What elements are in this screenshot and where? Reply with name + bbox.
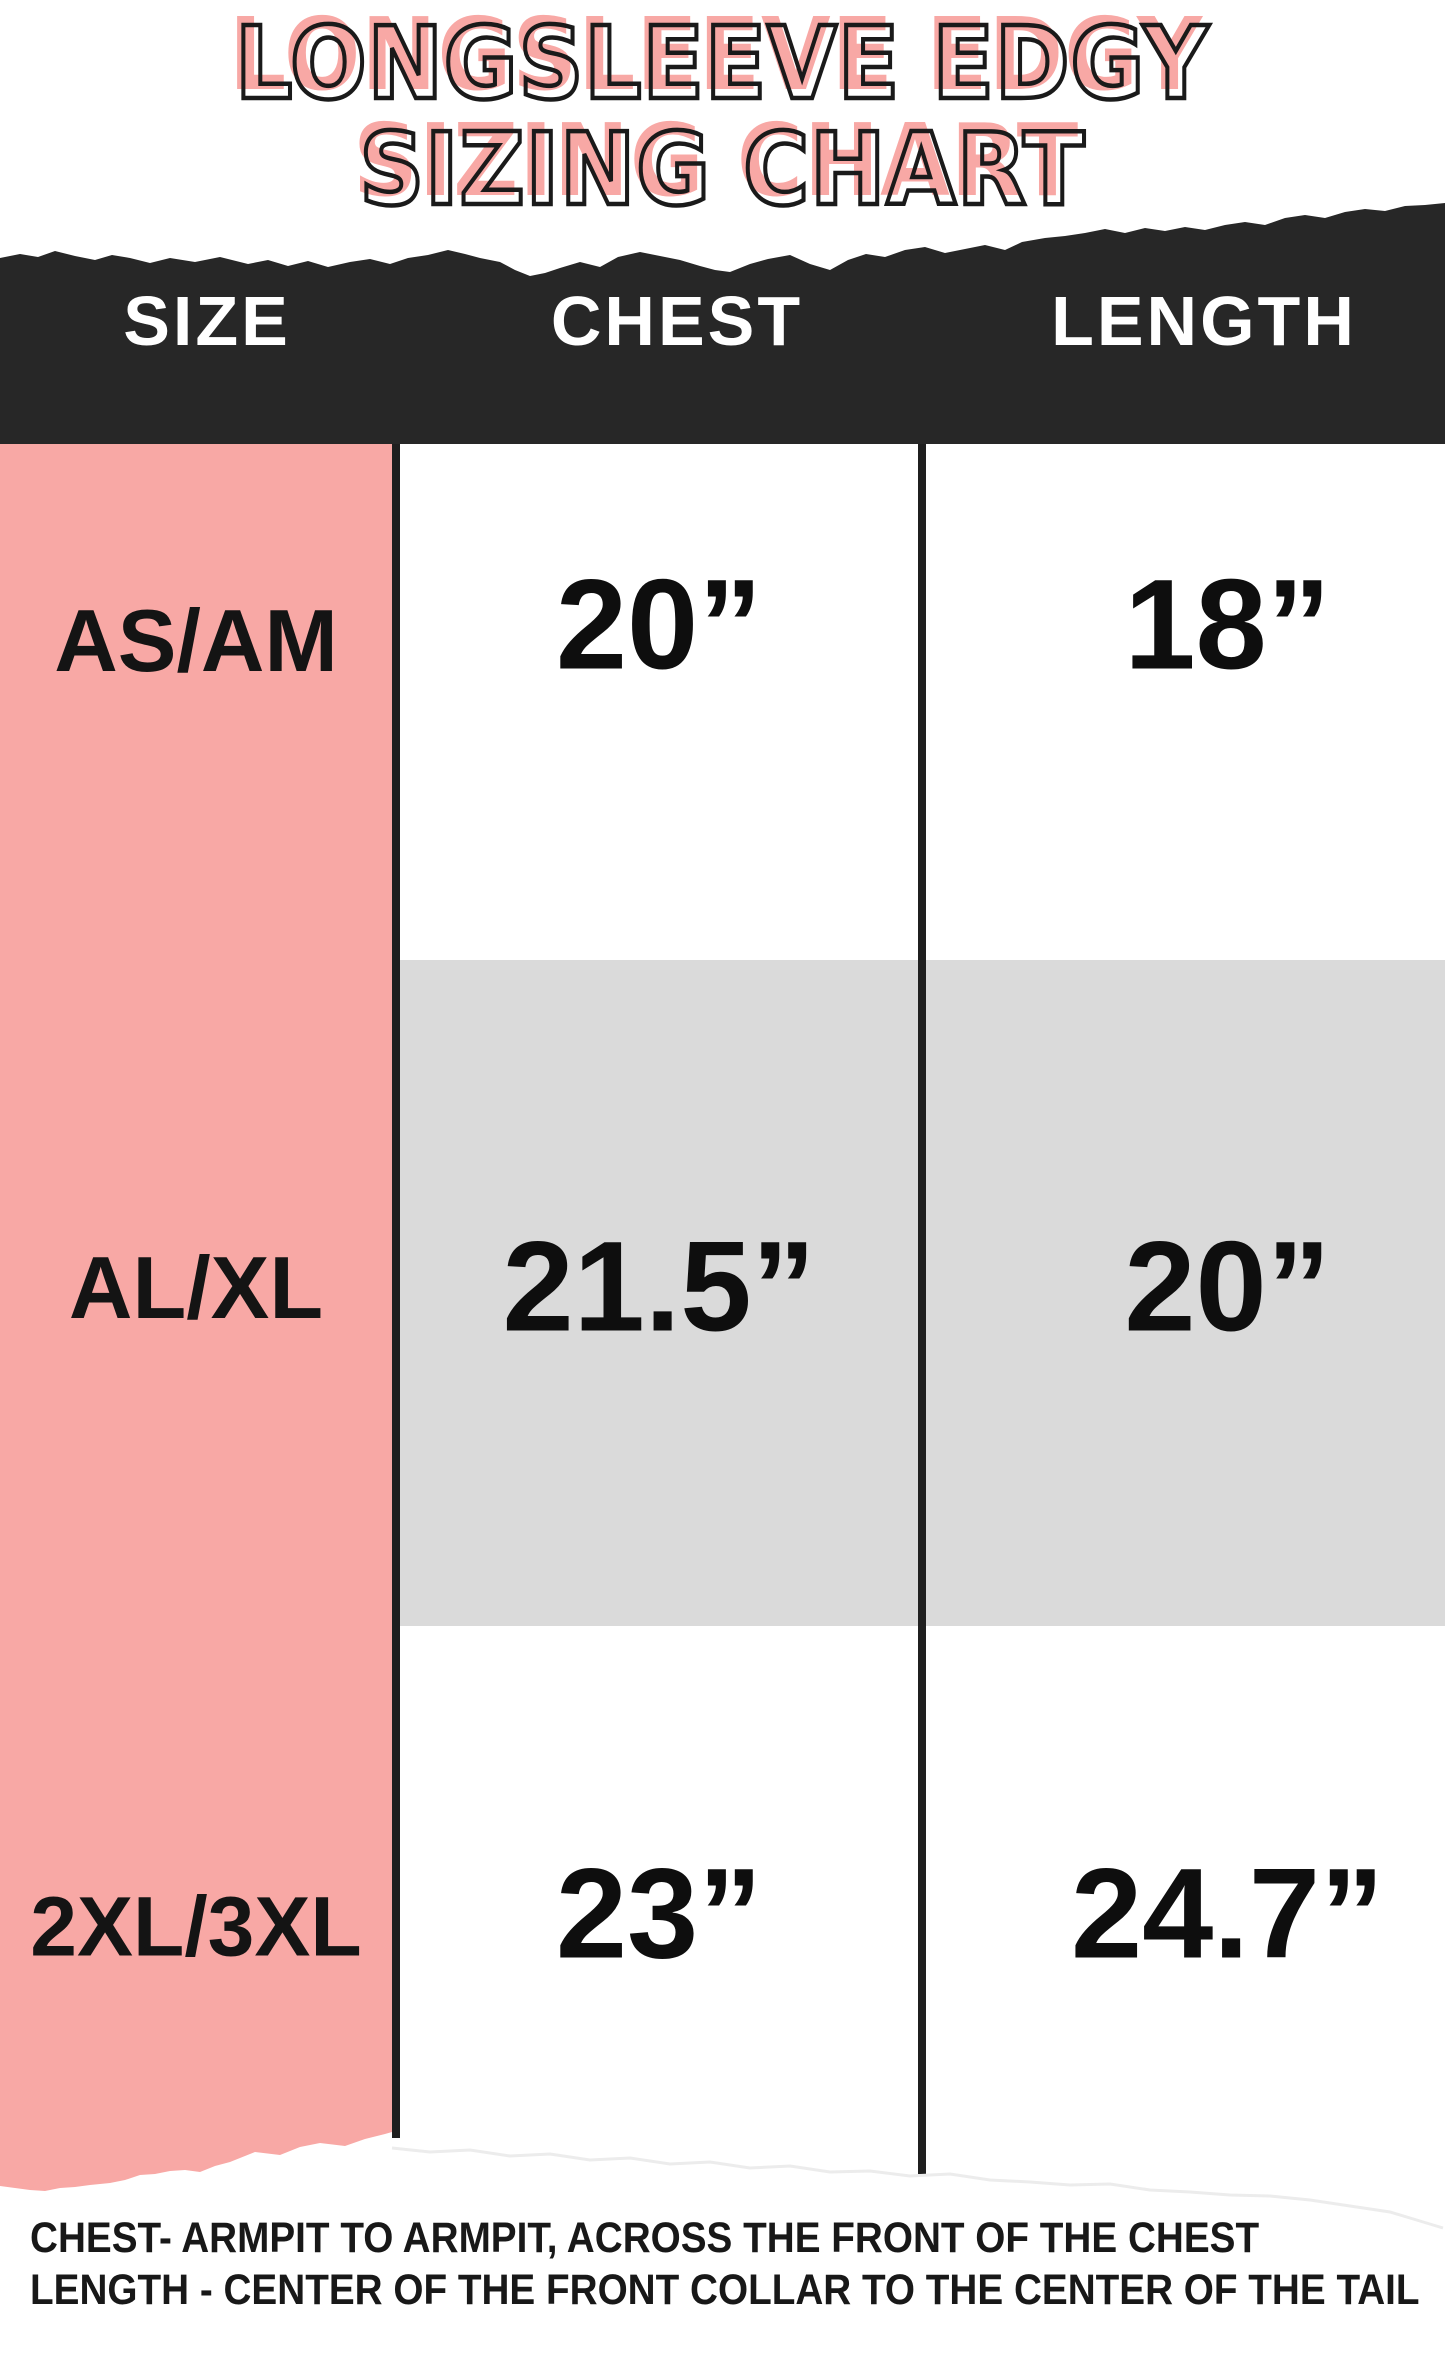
- column-divider-right: [918, 444, 926, 2174]
- size-label-row-1: AS/AM: [54, 591, 338, 691]
- size-label-row-3: 2XL/3XL: [30, 1879, 362, 1974]
- page-title-line-2: SIZING CHART SIZING CHART: [0, 102, 1445, 230]
- title-pink-shadow: LONGSLEEVE EDGY: [229, 0, 1204, 113]
- page-title-line-1: LONGSLEEVE EDGY LONGSLEEVE EDGY: [0, 0, 1445, 124]
- title-outline-text: SIZING CHART: [357, 111, 1086, 228]
- size-column-background: [0, 444, 392, 2191]
- size-label-row-2: AL/XL: [68, 1238, 324, 1338]
- column-header-chest: CHEST: [550, 282, 804, 360]
- chest-value-row-3: 23”: [555, 1842, 763, 1986]
- footer-note-length: LENGTH - CENTER OF THE FRONT COLLAR TO T…: [30, 2266, 1420, 2314]
- chest-value-row-1: 20”: [555, 553, 763, 697]
- length-value-row-2: 20”: [1124, 1215, 1331, 1359]
- column-divider-left: [392, 444, 400, 2138]
- column-header-size: SIZE: [123, 282, 291, 360]
- footer-note-chest: CHEST- ARMPIT TO ARMPIT, ACROSS THE FRON…: [30, 2214, 1260, 2262]
- title-pink-shadow: SIZING CHART: [353, 102, 1080, 219]
- chest-value-row-2: 21.5”: [502, 1215, 816, 1359]
- title-outline-text: LONGSLEEVE EDGY: [233, 5, 1210, 122]
- torn-paper-bottom-edge: [391, 2146, 1444, 2230]
- length-value-row-3: 24.7”: [1070, 1842, 1385, 1986]
- length-value-row-1: 18”: [1124, 553, 1331, 697]
- column-header-length: LENGTH: [1051, 282, 1357, 360]
